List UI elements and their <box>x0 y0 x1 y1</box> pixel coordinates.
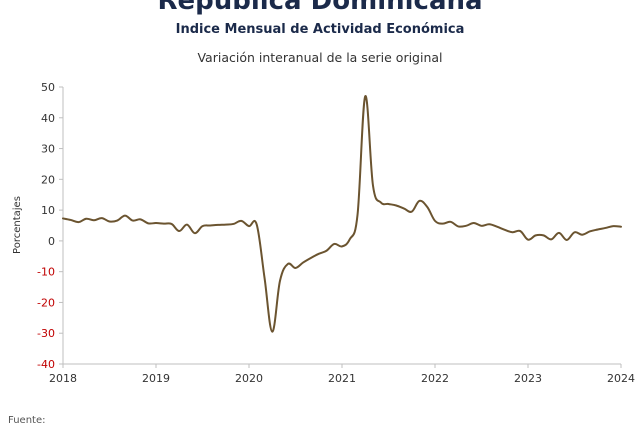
y-tick-label: 20 <box>41 173 55 186</box>
y-tick-label: 40 <box>41 112 55 125</box>
y-tick-label: -30 <box>37 327 55 340</box>
y-tick-label: 0 <box>48 235 55 248</box>
y-tick-label: 10 <box>41 204 55 217</box>
x-tick-label: 2023 <box>514 372 542 385</box>
x-axis-ticks: 2018 2019 2020 2021 2022 2023 2024 <box>49 364 635 385</box>
chart-axes <box>62 87 621 365</box>
x-tick-label: 2020 <box>235 372 263 385</box>
x-tick-label: 2018 <box>49 372 77 385</box>
x-tick-label: 2021 <box>328 372 356 385</box>
x-tick-label: 2024 <box>607 372 635 385</box>
y-tick-label: -20 <box>37 296 55 309</box>
series-line-0 <box>62 95 622 333</box>
chart-subtitle-2: Variación interanual de la serie origina… <box>197 50 443 65</box>
source-label: Fuente: <box>8 415 46 426</box>
y-tick-label: -10 <box>37 266 55 279</box>
chart-title: República Dominicana <box>157 0 483 16</box>
x-tick-label: 2022 <box>421 372 449 385</box>
y-axis-label: Porcentajes <box>12 196 23 254</box>
y-tick-label: 50 <box>41 81 55 94</box>
chart-subtitle: Indice Mensual de Actividad Económica <box>175 22 465 37</box>
x-tick-label: 2019 <box>142 372 170 385</box>
y-tick-label: 30 <box>41 143 55 156</box>
y-axis-ticks: 50 40 30 20 10 0 -10 -20 -30 -40 <box>37 81 63 371</box>
series-layer <box>62 95 622 333</box>
y-tick-label: -40 <box>37 358 55 371</box>
